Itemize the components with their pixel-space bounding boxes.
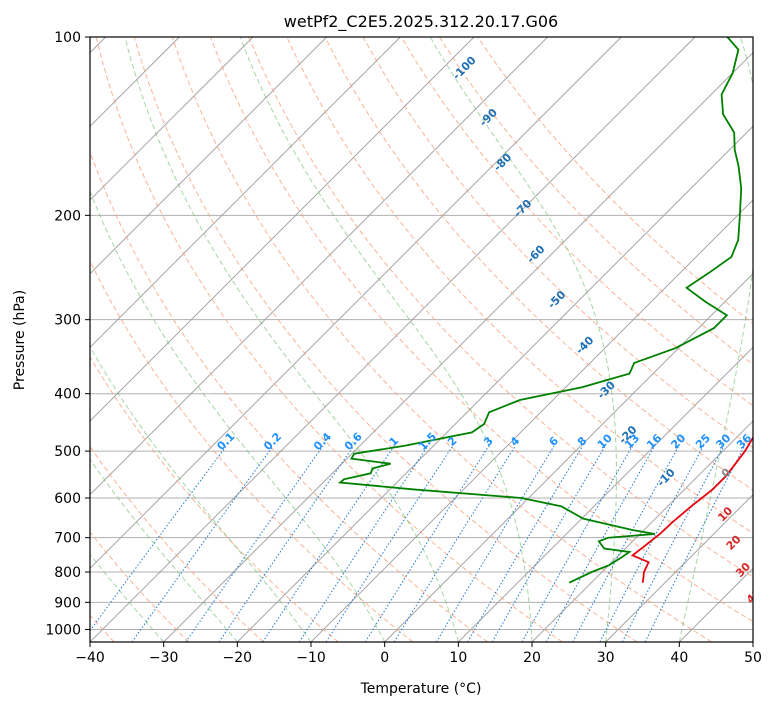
x-tick-label: 40 bbox=[670, 650, 688, 666]
y-tick-label: 900 bbox=[54, 595, 81, 611]
isotherm-line bbox=[384, 273, 753, 642]
dry-adiabat-line bbox=[400, 37, 753, 407]
y-tick-label: 600 bbox=[54, 491, 81, 507]
axis-ticks: −40 −30 −20 −10 0 10 20 30 40 50 100 200 300 400 500 60… bbox=[45, 30, 762, 666]
x-tick-label: 20 bbox=[523, 650, 541, 666]
data-series bbox=[337, 37, 753, 584]
y-tick-label: 500 bbox=[54, 444, 81, 460]
dry-adiabat-line bbox=[210, 37, 753, 623]
x-tick-label: −20 bbox=[223, 650, 253, 666]
background-lines bbox=[90, 37, 753, 642]
x-axis-label: Temperature (°C) bbox=[360, 681, 482, 697]
isotherm-line bbox=[458, 346, 753, 642]
mixing-ratio-line bbox=[621, 445, 725, 642]
mixing-ratio-line bbox=[185, 445, 324, 642]
mixing-ratio-line bbox=[218, 445, 355, 642]
x-tick-label: 10 bbox=[449, 650, 467, 666]
dry-adiabat-line bbox=[95, 37, 563, 642]
mixing-ratio-line bbox=[599, 445, 704, 642]
temperature-profile-line bbox=[630, 435, 753, 583]
x-tick-label: −30 bbox=[149, 650, 179, 666]
isotherm-line bbox=[163, 52, 753, 642]
y-tick-label: 400 bbox=[54, 387, 81, 403]
mixing-ratio-line bbox=[467, 445, 584, 642]
mixing-ratio-line bbox=[435, 445, 555, 642]
isotherm-line bbox=[90, 37, 475, 422]
isotherm-line bbox=[90, 37, 622, 569]
x-tick-label: 50 bbox=[744, 650, 762, 666]
isotherm-line bbox=[531, 420, 753, 642]
moist-adiabat-line bbox=[90, 458, 238, 642]
y-tick-label: 200 bbox=[54, 208, 81, 224]
mixing-ratio-line bbox=[131, 445, 274, 642]
moist-adiabat-line bbox=[678, 37, 753, 642]
dry-adiabat-line bbox=[438, 37, 753, 366]
isotherm-line bbox=[90, 37, 696, 642]
dry-adiabat-line bbox=[133, 37, 638, 642]
x-tick-label: −10 bbox=[296, 650, 326, 666]
dry-adiabat-line bbox=[248, 37, 753, 578]
mixing-ratio-line bbox=[521, 445, 633, 642]
y-tick-label: 300 bbox=[54, 313, 81, 329]
dry-adiabat-line bbox=[324, 37, 753, 491]
x-tick-label: −40 bbox=[75, 650, 105, 666]
x-tick-label: 0 bbox=[380, 650, 389, 666]
plot-frame bbox=[89, 36, 754, 643]
mixing-ratio-line bbox=[262, 445, 395, 642]
x-tick-label: 30 bbox=[597, 650, 615, 666]
y-tick-label: 1000 bbox=[45, 622, 81, 638]
y-axis-label: Pressure (hPa) bbox=[12, 290, 28, 390]
isotherm-line bbox=[237, 125, 753, 642]
moist-adiabat-line bbox=[90, 189, 386, 642]
isotherm-line bbox=[90, 37, 401, 348]
moist-adiabat-line bbox=[429, 37, 617, 642]
isotherm-line bbox=[90, 37, 327, 275]
dewpoint-profile-line bbox=[337, 37, 743, 584]
dry-adiabat-line bbox=[90, 150, 488, 642]
moist-adiabat-line bbox=[239, 37, 533, 642]
isotherm-line bbox=[605, 494, 753, 642]
dry-adiabat-line bbox=[90, 356, 339, 642]
y-tick-label: 800 bbox=[54, 565, 81, 581]
mixing-ratio-line bbox=[491, 445, 606, 642]
moist-adiabat-label: 40 bbox=[744, 586, 764, 606]
mixing-ratio-line bbox=[644, 445, 746, 642]
dry-adiabat-line bbox=[90, 259, 414, 642]
dry-adiabat-line bbox=[90, 445, 264, 642]
mixing-ratio-line bbox=[393, 445, 516, 642]
chart-title: wetPf2_C2E5.2025.312.20.17.G06 bbox=[284, 12, 558, 32]
mixing-ratio-line bbox=[364, 445, 490, 642]
dry-adiabat-line bbox=[90, 531, 190, 642]
mixing-ratio-label: 36 bbox=[734, 431, 754, 451]
plot-area bbox=[90, 37, 753, 642]
mixing-ratio-line bbox=[90, 445, 227, 632]
y-tick-label: 700 bbox=[54, 531, 81, 547]
moist-adiabat-line bbox=[90, 346, 312, 642]
isotherm-line bbox=[90, 37, 254, 201]
y-tick-label: 100 bbox=[54, 30, 81, 46]
mixing-ratio-line bbox=[572, 445, 680, 642]
dry-adiabat-line bbox=[171, 37, 712, 642]
isotherm-line bbox=[90, 37, 548, 496]
